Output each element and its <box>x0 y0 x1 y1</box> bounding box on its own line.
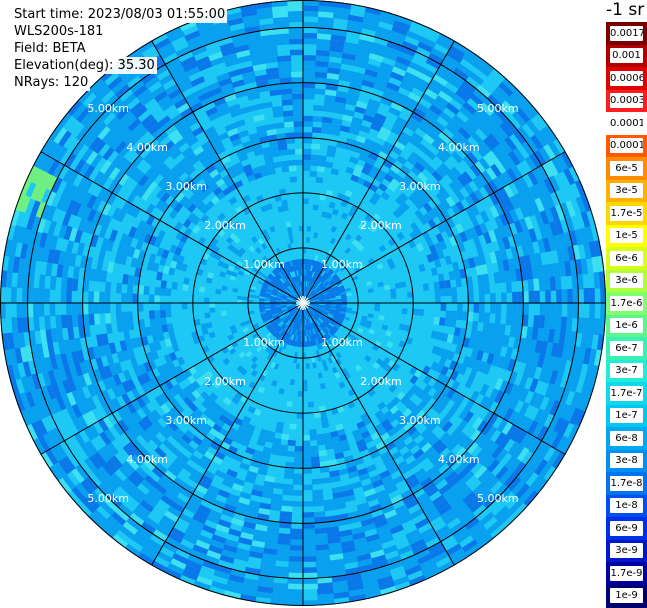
colorbar-tick-label: 6e-8 <box>610 430 643 446</box>
colorbar-tick-label: 3e-5 <box>610 183 643 199</box>
instrument-text: WLS200s-181 <box>12 23 106 40</box>
colorbar-tick-label: 1e-7 <box>610 408 643 424</box>
colorbar-swatch: 1e-7 <box>606 404 647 428</box>
colorbar-swatch: 0.0006 <box>606 67 647 91</box>
colorbar-tick-label: 1.7e-8 <box>610 475 643 491</box>
colorbar-swatch: 6e-9 <box>606 517 647 541</box>
range-label: 2.00km <box>204 375 246 388</box>
colorbar-swatch: 3e-6 <box>606 269 647 293</box>
colorbar-swatch: 6e-6 <box>606 247 647 271</box>
colorbar-swatch: 1.7e-7 <box>606 382 647 406</box>
colorbar-tick-label: 3e-6 <box>610 273 643 289</box>
colorbar-swatch: 0.001 <box>606 44 647 68</box>
colorbar-tick-label: 6e-6 <box>610 250 643 266</box>
nrays-text: NRays: 120 <box>12 74 91 91</box>
colorbar-swatch: 3e-7 <box>606 359 647 383</box>
colorbar-swatch: 0.00017 <box>606 112 647 136</box>
azimuth-spoke <box>40 302 304 455</box>
range-label: 2.00km <box>360 375 402 388</box>
scan-info-panel: Start time: 2023/08/03 01:55:00 WLS200s-… <box>12 6 228 91</box>
colorbar-unit-title: -1 sr <box>606 0 645 20</box>
colorbar-tick-label: 1.7e-5 <box>610 205 643 221</box>
colorbar: 0.0017 0.001 0.0006 0.0003 0.00017 0.0001 6e-5… <box>606 22 647 608</box>
colorbar-tick-label: 1.7e-6 <box>610 295 643 311</box>
colorbar-tick-label: 0.0003 <box>610 93 643 109</box>
elevation-text: Elevation(deg): 35.30 <box>12 57 157 74</box>
azimuth-spoke <box>151 40 304 304</box>
range-label: 1.00km <box>321 258 363 271</box>
range-label: 5.00km <box>477 492 519 505</box>
range-labels: 1.00km 1.00km 1.00km 1.00km 2.00km 2.00km 2.00… <box>87 102 518 505</box>
colorbar-swatch: 1.7e-8 <box>606 472 647 496</box>
colorbar-tick-label: 6e-9 <box>610 520 643 536</box>
azimuth-spoke <box>302 302 455 566</box>
colorbar-tick-label: 0.00017 <box>610 115 643 131</box>
colorbar-tick-label: 1.7e-7 <box>610 385 643 401</box>
azimuth-spoke <box>302 40 455 304</box>
colorbar-swatch: 0.0001 <box>606 134 647 158</box>
azimuth-spoke <box>40 151 304 304</box>
range-label: 4.00km <box>126 453 168 466</box>
colorbar-tick-label: 3e-7 <box>610 363 643 379</box>
colorbar-swatch: 0.0003 <box>606 89 647 113</box>
field-text: Field: BETA <box>12 40 88 57</box>
azimuth-spoke <box>302 302 566 455</box>
colorbar-swatch: 1e-6 <box>606 314 647 338</box>
colorbar-swatch: 3e-5 <box>606 179 647 203</box>
range-label: 3.00km <box>165 414 207 427</box>
range-label: 5.00km <box>87 492 129 505</box>
colorbar-swatch: 1.7e-9 <box>606 562 647 586</box>
colorbar-swatch: 1e-9 <box>606 584 647 608</box>
colorbar-tick-label: 0.0017 <box>610 25 643 41</box>
colorbar-swatch: 3e-8 <box>606 449 647 473</box>
range-label: 1.00km <box>243 336 285 349</box>
colorbar-tick-label: 1e-6 <box>610 318 643 334</box>
range-label: 2.00km <box>204 219 246 232</box>
azimuth-spoke <box>302 151 566 304</box>
colorbar-swatch: 1.7e-5 <box>606 202 647 226</box>
range-label: 3.00km <box>399 414 441 427</box>
range-label: 1.00km <box>321 336 363 349</box>
colorbar-tick-label: 0.0006 <box>610 70 643 86</box>
colorbar-swatch: 1e-5 <box>606 224 647 248</box>
colorbar-swatch: 0.0017 <box>606 22 647 46</box>
azimuth-spoke <box>151 302 304 566</box>
range-label: 3.00km <box>399 180 441 193</box>
azimuth-spokes <box>0 0 606 606</box>
colorbar-swatch: 6e-7 <box>606 337 647 361</box>
colorbar-tick-label: 1e-5 <box>610 228 643 244</box>
colorbar-tick-label: 1.7e-9 <box>610 565 643 581</box>
colorbar-tick-label: 6e-7 <box>610 340 643 356</box>
colorbar-tick-label: 0.001 <box>610 48 643 64</box>
colorbar-tick-label: 0.0001 <box>610 138 643 154</box>
range-label: 3.00km <box>165 180 207 193</box>
range-label: 4.00km <box>438 141 480 154</box>
colorbar-swatch: 6e-8 <box>606 427 647 451</box>
colorbar-swatch: 6e-5 <box>606 157 647 181</box>
start-time-text: Start time: 2023/08/03 01:55:00 <box>12 6 228 23</box>
range-label: 4.00km <box>126 141 168 154</box>
colorbar-tick-label: 6e-5 <box>610 160 643 176</box>
range-label: 5.00km <box>477 102 519 115</box>
radar-center-marker <box>296 296 310 310</box>
colorbar-tick-label: 3e-8 <box>610 453 643 469</box>
range-label: 4.00km <box>438 453 480 466</box>
colorbar-swatch: 3e-9 <box>606 539 647 563</box>
colorbar-swatch: 1.7e-6 <box>606 292 647 316</box>
ppi-plot: 1.00km 1.00km 1.00km 1.00km 2.00km 2.00km 2.00… <box>0 0 606 606</box>
colorbar-swatch: 1e-8 <box>606 494 647 518</box>
colorbar-tick-label: 1e-8 <box>610 498 643 514</box>
range-label: 2.00km <box>360 219 402 232</box>
range-label: 5.00km <box>87 102 129 115</box>
colorbar-tick-label: 3e-9 <box>610 543 643 559</box>
range-label: 1.00km <box>243 258 285 271</box>
colorbar-tick-label: 1e-9 <box>610 588 643 604</box>
